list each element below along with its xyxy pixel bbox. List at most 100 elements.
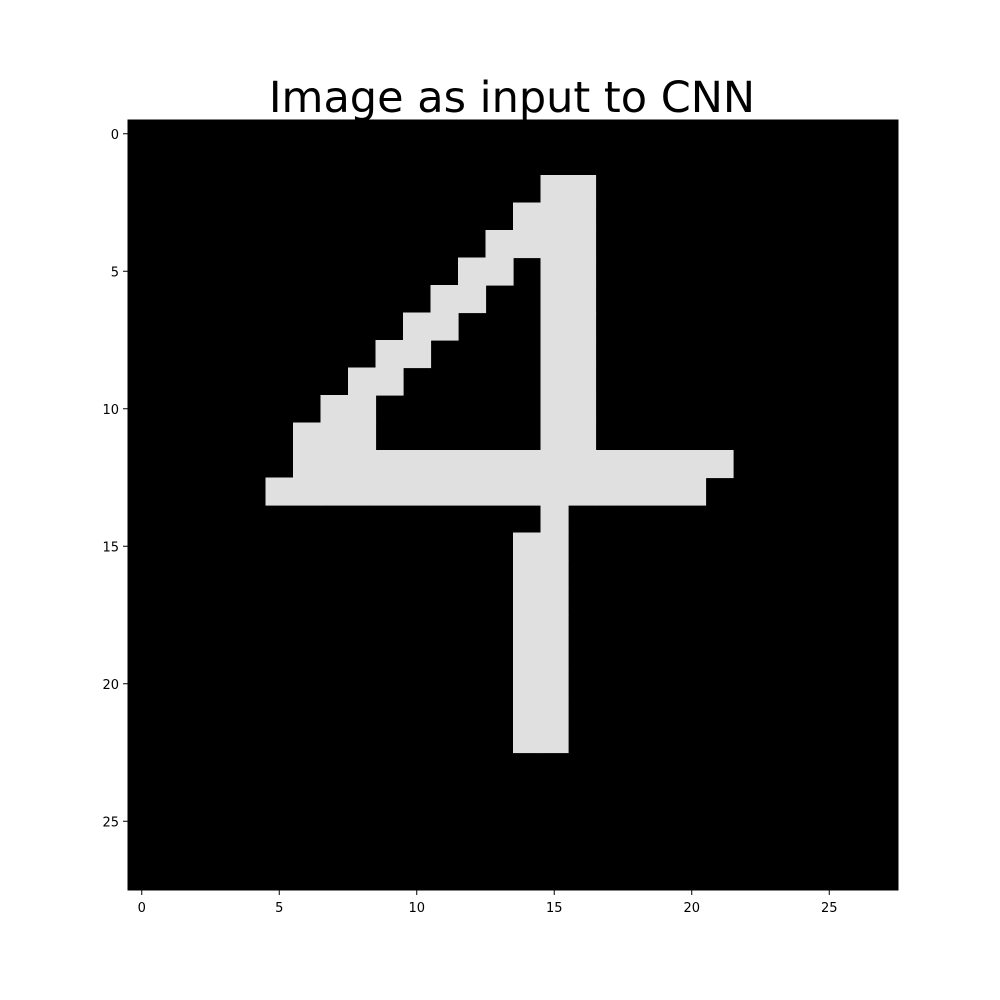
pixel bbox=[650, 450, 679, 479]
pixel bbox=[430, 285, 459, 314]
pixel bbox=[540, 257, 569, 286]
pixel bbox=[293, 422, 322, 451]
pixel bbox=[540, 367, 569, 396]
pixel bbox=[513, 697, 542, 726]
pixel bbox=[595, 450, 624, 479]
pixel bbox=[293, 477, 322, 506]
pixel bbox=[513, 230, 542, 259]
pixel bbox=[403, 450, 432, 479]
axes-frame bbox=[127, 119, 899, 891]
pixel bbox=[568, 175, 597, 204]
pixel bbox=[513, 587, 542, 616]
pixel bbox=[458, 257, 487, 286]
x-tick-label: 10 bbox=[408, 901, 425, 916]
y-tick-label: 0 bbox=[111, 128, 119, 143]
x-tick-label: 5 bbox=[275, 901, 283, 916]
pixel bbox=[678, 450, 707, 479]
pixel bbox=[348, 395, 377, 424]
pixel bbox=[265, 477, 294, 506]
pixel bbox=[568, 395, 597, 424]
y-axis: 0 5 10 15 20 25 bbox=[102, 128, 128, 830]
pixel bbox=[540, 202, 569, 231]
pixel bbox=[513, 477, 542, 506]
pixel bbox=[375, 340, 404, 369]
y-tick-label: 20 bbox=[102, 678, 119, 693]
pixel bbox=[513, 725, 542, 754]
pixel bbox=[540, 422, 569, 451]
pixel bbox=[513, 202, 542, 231]
pixel bbox=[540, 615, 569, 644]
pixel bbox=[485, 477, 514, 506]
pixel bbox=[568, 285, 597, 314]
pixel bbox=[540, 587, 569, 616]
pixel bbox=[430, 312, 459, 341]
pixel bbox=[403, 340, 432, 369]
x-axis: 0 5 10 15 20 25 bbox=[138, 890, 838, 916]
pixel bbox=[458, 477, 487, 506]
pixel bbox=[568, 202, 597, 231]
pixel bbox=[568, 230, 597, 259]
pixel bbox=[348, 367, 377, 396]
pixel bbox=[540, 725, 569, 754]
pixel bbox=[485, 450, 514, 479]
pixel bbox=[568, 340, 597, 369]
x-tick-label: 20 bbox=[683, 901, 700, 916]
pixel bbox=[430, 477, 459, 506]
x-tick-label: 25 bbox=[821, 901, 838, 916]
pixel bbox=[375, 477, 404, 506]
pixel bbox=[705, 450, 734, 479]
pixel bbox=[540, 450, 569, 479]
pixel bbox=[513, 532, 542, 561]
pixel bbox=[568, 450, 597, 479]
pixel bbox=[375, 367, 404, 396]
pixel bbox=[623, 450, 652, 479]
pixel bbox=[568, 477, 597, 506]
pixel bbox=[568, 312, 597, 341]
pixel bbox=[568, 367, 597, 396]
pixel bbox=[458, 450, 487, 479]
pixel bbox=[403, 312, 432, 341]
pixel bbox=[540, 697, 569, 726]
y-tick-label: 15 bbox=[102, 540, 119, 555]
pixel bbox=[595, 477, 624, 506]
pixel bbox=[678, 477, 707, 506]
pixel-layer bbox=[265, 175, 734, 754]
pixel bbox=[540, 560, 569, 589]
pixel bbox=[513, 560, 542, 589]
x-tick-label: 0 bbox=[138, 901, 146, 916]
pixel bbox=[540, 670, 569, 699]
chart-title: Image as input to CNN bbox=[269, 73, 755, 123]
pixel bbox=[513, 670, 542, 699]
pixel bbox=[540, 230, 569, 259]
y-tick-label: 25 bbox=[102, 815, 119, 830]
pixel bbox=[513, 615, 542, 644]
pixel bbox=[540, 532, 569, 561]
pixel bbox=[320, 450, 349, 479]
pixel bbox=[540, 175, 569, 204]
pixel bbox=[293, 450, 322, 479]
pixel bbox=[320, 395, 349, 424]
y-tick-label: 5 bbox=[111, 265, 119, 280]
pixel bbox=[348, 450, 377, 479]
pixel bbox=[320, 477, 349, 506]
pixel bbox=[623, 477, 652, 506]
x-tick-label: 15 bbox=[546, 901, 563, 916]
pixel bbox=[650, 477, 679, 506]
pixel bbox=[485, 230, 514, 259]
pixel bbox=[458, 285, 487, 314]
pixel bbox=[430, 450, 459, 479]
pixel bbox=[348, 422, 377, 451]
pixel bbox=[540, 642, 569, 671]
plot-area bbox=[127, 119, 899, 891]
pixel bbox=[568, 422, 597, 451]
pixel bbox=[348, 477, 377, 506]
pixel bbox=[375, 450, 404, 479]
pixel bbox=[320, 422, 349, 451]
pixel bbox=[540, 395, 569, 424]
pixel bbox=[513, 450, 542, 479]
pixel bbox=[540, 340, 569, 369]
pixel bbox=[485, 257, 514, 286]
pixel bbox=[540, 285, 569, 314]
pixel bbox=[513, 642, 542, 671]
